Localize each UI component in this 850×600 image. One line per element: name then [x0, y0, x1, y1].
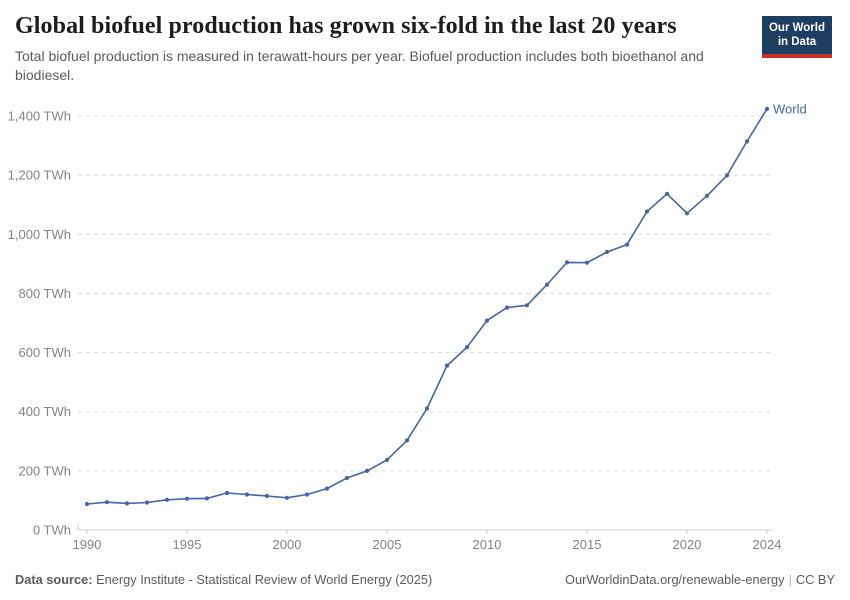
y-tick-label: 200 TWh: [18, 463, 71, 478]
data-point-marker: [684, 211, 690, 216]
data-point-marker: [464, 345, 470, 350]
x-tick-label: 2010: [473, 537, 502, 552]
data-point-marker: [624, 242, 630, 247]
data-source-label: Data source:: [15, 572, 93, 587]
footer-license: CC BY: [795, 572, 835, 587]
y-tick-label: 1,200 TWh: [8, 168, 71, 183]
data-source: Data source: Energy Institute - Statisti…: [15, 572, 432, 587]
data-point-marker: [164, 497, 170, 502]
data-point-marker: [144, 500, 150, 505]
data-point-marker: [484, 318, 490, 323]
data-point-marker: [104, 500, 110, 505]
data-point-marker: [424, 406, 430, 411]
y-tick-label: 400 TWh: [18, 404, 71, 419]
data-point-marker: [284, 495, 290, 500]
data-point-marker: [364, 468, 370, 473]
chart-subtitle: Total biofuel production is measured in …: [15, 48, 704, 83]
data-point-marker: [564, 260, 570, 265]
owid-logo: Our World in Data: [762, 16, 832, 58]
chart-header: Global biofuel production has grown six-…: [15, 13, 835, 85]
data-point-marker: [324, 486, 330, 491]
x-tick-label: 2015: [573, 537, 602, 552]
x-tick-label: 2000: [273, 537, 302, 552]
data-point-marker: [724, 173, 730, 178]
data-point-marker: [604, 249, 610, 255]
data-point-marker: [704, 193, 710, 198]
x-tick-label: 2005: [373, 537, 402, 552]
data-point-marker: [584, 260, 590, 265]
series-line: [86, 108, 768, 505]
y-tick-label: 600 TWh: [18, 345, 71, 360]
owid-logo-line2: in Data: [777, 36, 817, 49]
data-point-marker: [444, 363, 450, 368]
data-point-marker: [124, 501, 130, 506]
data-point-marker: [544, 282, 550, 287]
data-point-marker: [504, 305, 510, 310]
data-point-marker: [204, 496, 210, 501]
data-point-marker: [244, 492, 250, 497]
data-point-marker: [664, 191, 670, 196]
footer-right: OurWorldinData.org/renewable-energy | CC B…: [565, 572, 835, 587]
data-source-text: Energy Institute - Statistical Review of…: [92, 572, 433, 587]
data-point-marker: [224, 490, 230, 496]
data-point-marker: [344, 475, 350, 481]
data-point-marker: [384, 457, 390, 462]
x-tick-label: 2020: [673, 537, 702, 552]
owid-logo-line1: Our World: [768, 22, 825, 34]
y-tick-label: 800 TWh: [18, 286, 71, 301]
data-point-marker: [744, 139, 750, 144]
x-tick-label: 1990: [73, 537, 102, 552]
x-tick-label: 1995: [173, 537, 202, 552]
y-tick-label: 0 TWh: [33, 523, 71, 538]
data-point-marker: [184, 496, 190, 501]
data-point-marker: [304, 492, 310, 497]
y-tick-label: 1,000 TWh: [8, 227, 71, 242]
data-point-marker: [644, 209, 650, 214]
data-point-marker: [524, 303, 530, 308]
data-point-marker: [404, 438, 410, 443]
x-tick-label: 2024: [753, 537, 782, 552]
chart-footer: Data source: Energy Institute - Statisti…: [15, 572, 835, 587]
data-point-marker: [84, 501, 90, 507]
footer-separator: |: [788, 572, 792, 587]
y-tick-label: 1,400 TWh: [8, 109, 71, 124]
footer-url: OurWorldinData.org/renewable-energy: [565, 572, 785, 587]
chart-title: Global biofuel production has grown six-…: [15, 13, 677, 39]
data-point-marker: [264, 493, 270, 499]
data-point-marker: [764, 106, 770, 111]
series-end-label: World: [773, 101, 807, 116]
